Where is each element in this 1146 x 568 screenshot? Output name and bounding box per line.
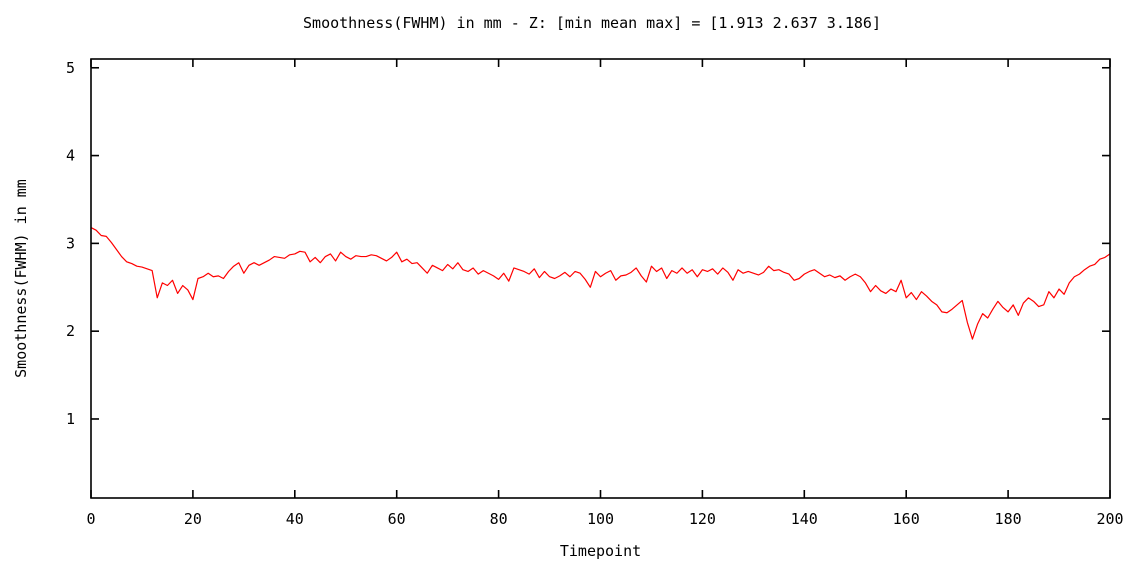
plot-frame [90, 58, 1111, 499]
x-tick-label: 160 [893, 510, 920, 528]
axis-tick-labels: 0 20 40 60 80 100 120 140 160 180 200 1 2 3 4 5 [66, 59, 1124, 528]
x-tick-label: 120 [689, 510, 716, 528]
axis-ticks [90, 59, 1111, 498]
x-tick-label: 60 [388, 510, 406, 528]
y-axis-label: Smoothness(FWHM) in mm [12, 179, 30, 378]
x-tick-label: 40 [286, 510, 304, 528]
y-tick-label: 5 [66, 59, 75, 77]
y-tick-label: 4 [66, 147, 75, 165]
series-line [90, 227, 1111, 340]
x-tick-label: 80 [490, 510, 508, 528]
y-axis-label-group: Smoothness(FWHM) in mm [12, 179, 30, 378]
x-tick-label: 180 [995, 510, 1022, 528]
x-tick-label: 140 [791, 510, 818, 528]
x-tick-label: 20 [184, 510, 202, 528]
chart-title: Smoothness(FWHM) in mm - Z: [min mean ma… [303, 14, 881, 32]
y-tick-label: 2 [66, 322, 75, 340]
series-group [90, 227, 1111, 340]
y-tick-label: 1 [66, 410, 75, 428]
y-tick-label: 3 [66, 234, 75, 252]
x-tick-label: 0 [86, 510, 95, 528]
x-tick-label: 100 [587, 510, 614, 528]
x-tick-label: 200 [1096, 510, 1123, 528]
x-axis-label: Timepoint [560, 542, 641, 560]
